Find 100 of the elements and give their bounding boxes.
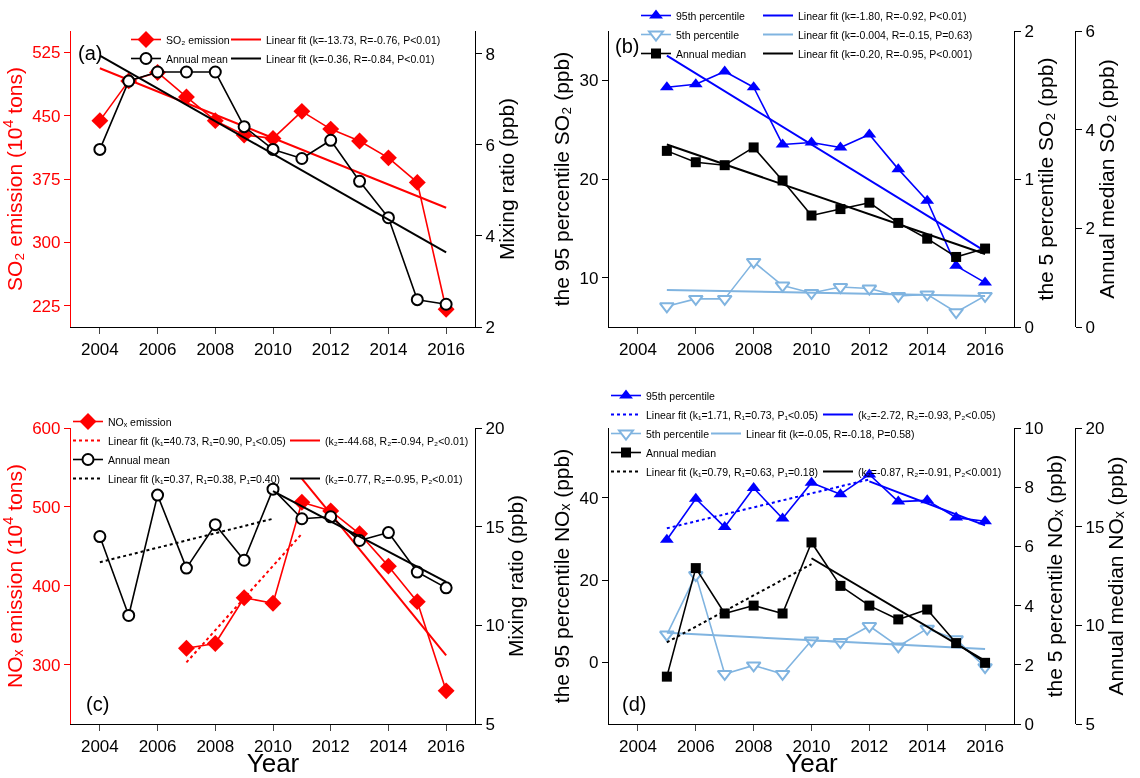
x-tick-label: 2010 [792,339,831,359]
x-tick-label: 2004 [619,339,657,359]
y-axis-title: the 95 percentile SO₂ (ppb) [549,51,573,307]
legend-label: 5th percentile [676,28,740,41]
y2-axis-title: Mixing ratio (ppb) [504,494,528,658]
x-tick-label: 2016 [966,339,1004,359]
y3-axis-title: Annual median NOₓ (ppb) [1104,456,1128,696]
legend-label: Linear fit (k₁=0.79, R₁=0.63, P₁=0.18) [646,465,819,478]
x-tick-label: 2006 [138,736,177,756]
legend-label: Linear fit (k₁=0.37, R₁=0.38, P₁=0.40) [108,472,281,485]
x-tick-label: 2016 [427,339,466,359]
y-tick-label: 500 [32,497,61,517]
y3-tick-label: 0 [1085,317,1095,337]
legend-label: 95th percentile [646,389,716,402]
legend-label: SO₂ emission [166,33,230,46]
x-tick-label: 2016 [427,736,466,756]
x-tick-label: 2014 [369,736,408,756]
x-tick-label: 2008 [196,339,235,359]
legend-label: Linear fit (k=-0.05, R=-0.18, P=0.58) [746,427,915,440]
legend-label: Annual mean [108,453,171,466]
x-tick-label: 2012 [850,736,889,756]
y2-tick-label: 8 [485,44,495,64]
y2-tick-label: 2 [1024,655,1034,675]
x-tick-label: 2014 [908,736,947,756]
x-tick-label: 2006 [676,736,715,756]
annotation: (b) [615,35,640,57]
y2-tick-label: 20 [485,418,505,438]
y-tick-label: 10 [579,268,599,288]
x-tick-label: 2014 [369,339,408,359]
y2-axis-title: the 5 percentile SO₂ (ppb) [1033,57,1057,301]
legend-label: Linear fit (k=-0.36, R=-0.84, P<0.01) [266,52,435,65]
x-tick-label: 2016 [966,736,1004,756]
y-tick-label: 0 [589,653,599,673]
legend-label: Linear fit (k=-1.80, R=-0.92, P<0.01) [798,9,967,22]
y2-tick-label: 5 [485,714,495,734]
y-tick-label: 300 [32,655,61,675]
x-tick-label: 2008 [734,339,773,359]
y-axis-title: the 95 percentile NOₓ (ppb) [549,448,573,704]
x-tick-label: 2004 [80,339,119,359]
legend-label: (k₂=-44.68, R₂=-0.94, P₂<0.01) [325,434,469,447]
y2-tick-label: 10 [485,616,505,636]
y-tick-label: 20 [579,571,599,591]
x-tick-label: 2008 [196,736,235,756]
y2-tick-label: 0 [1024,317,1034,337]
y2-tick-label: 2 [1024,21,1034,41]
legend-label: Linear fit (k=-0.20, R=-0.95, P<0.001) [798,47,973,60]
y2-tick-label: 10 [1024,418,1044,438]
y2-axis-title: the 5 percentile NOₓ (ppb) [1042,454,1066,698]
legend-label: Linear fit (k₁=1.71, R₁=0.73, P₁<0.05) [646,408,819,421]
y2-tick-label: 1 [1024,169,1034,189]
x-tick-label: 2014 [908,339,947,359]
legend-label: (k₂=-0.77, R₂=-0.95, P₂<0.01) [325,472,463,485]
annotation: (d) [622,693,647,715]
y-tick-label: 30 [579,71,599,91]
legend-label: 95th percentile [676,9,746,22]
y3-tick-label: 6 [1085,21,1095,41]
y2-tick-label: 6 [485,135,495,155]
legend-label: (k₂=-2.72, R₂=-0.93, P₂<0.05) [858,408,996,421]
legend-label: Linear fit (k=-13.73, R=-0.76, P<0.01) [266,33,441,46]
legend-label: NOₓ emission [108,415,172,428]
y-tick-label: 400 [32,576,61,596]
y2-tick-label: 15 [485,517,505,537]
annotation: (c) [86,693,110,715]
x-tick-label: 2012 [850,339,889,359]
y3-axis-title: Annual median SO₂ (ppb) [1094,59,1118,299]
y3-tick-label: 5 [1085,714,1095,734]
legend-label: Linear fit (k=-0.004, R=-0.15, P=0.63) [798,28,973,41]
annotation: (a) [78,42,103,64]
x-tick-label: 2004 [619,736,657,756]
legend-label: Annual median [646,446,717,459]
x-tick-label: 2006 [138,339,177,359]
y-tick-label: 20 [579,169,599,189]
x-tick-label: 2008 [734,736,773,756]
y-tick-label: 225 [32,296,61,316]
y3-tick-label: 2 [1085,219,1095,239]
y3-tick-label: 20 [1085,418,1105,438]
y3-tick-label: 4 [1085,120,1095,140]
x-tick-label: 2006 [676,339,715,359]
y2-tick-label: 8 [1024,478,1034,498]
y3-tick-label: 10 [1085,616,1105,636]
y-tick-label: 40 [579,488,599,508]
legend-label: 5th percentile [646,427,710,440]
legend-label: Annual mean [166,52,229,65]
y3-tick-label: 15 [1085,517,1105,537]
y-tick-label: 525 [32,43,61,63]
y-tick-label: 375 [32,169,61,189]
y2-tick-label: 4 [485,226,495,246]
y-tick-label: 450 [32,106,61,126]
x-tick-label: 2010 [254,339,292,359]
legend-label: Annual median [676,47,747,60]
x-tick-label: 2012 [311,339,350,359]
y2-axis-title: Mixing ratio (ppb) [494,97,518,261]
y2-tick-label: 6 [1024,537,1034,557]
y-tick-label: 600 [32,418,61,438]
x-tick-label: 2004 [80,736,119,756]
y2-tick-label: 4 [1024,596,1034,616]
legend-label: Linear fit (k₁=40.73, R₁=0.90, P₁<0.05) [108,434,286,447]
y-tick-label: 300 [32,233,61,253]
y2-tick-label: 0 [1024,714,1034,734]
y2-tick-label: 2 [485,317,495,337]
